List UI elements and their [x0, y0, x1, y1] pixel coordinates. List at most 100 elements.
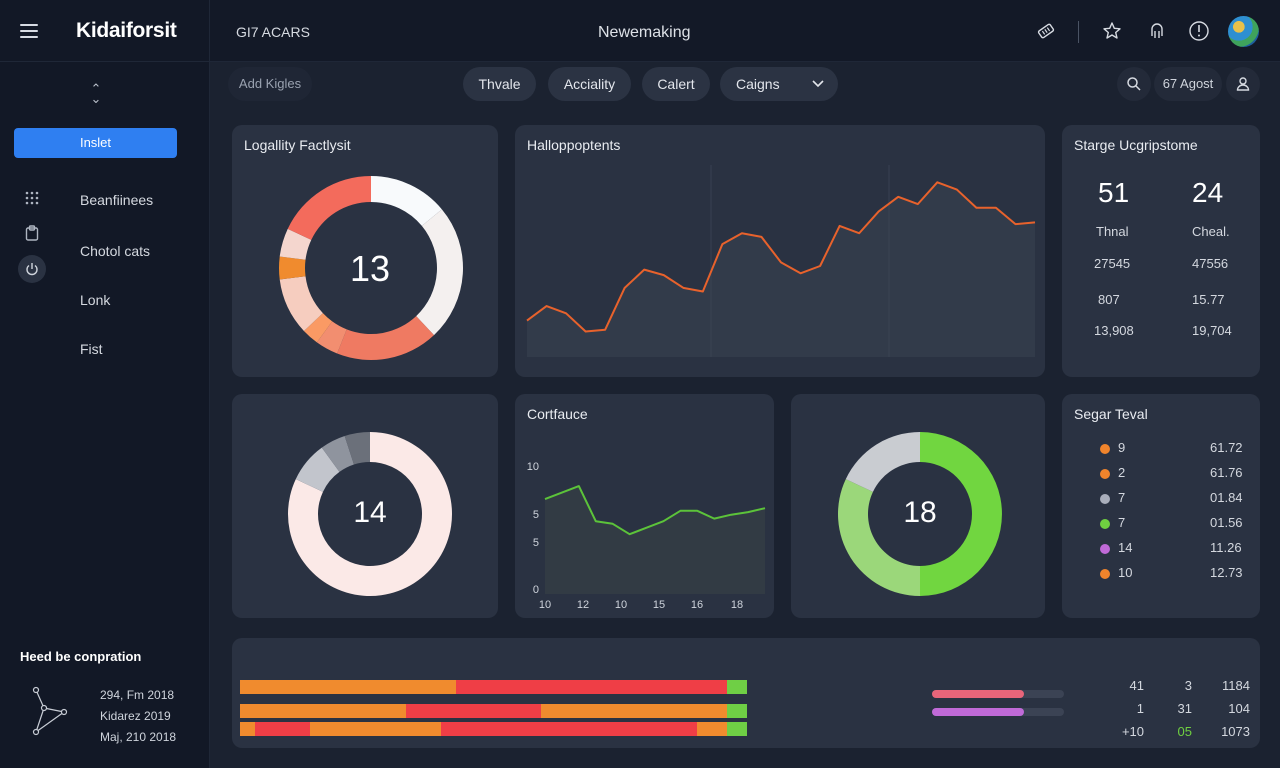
- donut-slice: [838, 479, 920, 596]
- y-tick-label: 0: [533, 584, 539, 596]
- x-tick-label: 10: [615, 599, 627, 611]
- legend-label: 7: [1118, 515, 1126, 530]
- donut-slice: [295, 447, 340, 492]
- network-graph-icon: [32, 686, 68, 736]
- donut-slice: [344, 432, 370, 465]
- app-logo[interactable]: Kidaiforsit: [76, 18, 177, 42]
- y-tick-label: 5: [533, 509, 539, 521]
- power-icon[interactable]: [18, 255, 46, 283]
- legend-dot: [1100, 494, 1110, 504]
- legend-dot: [1100, 469, 1110, 479]
- donut-slice: [316, 321, 347, 354]
- series-line: [544, 485, 766, 536]
- stat-value: 807: [1098, 292, 1120, 307]
- table-cell: +10: [1121, 724, 1144, 739]
- footer-lines: 294, Fm 2018 Kidarez 2019 Maj, 210 2018: [100, 685, 176, 748]
- legend-card: Segar Teval 9 61.72 2 61.76 7 01.84 7 01.56 14 11…: [1062, 394, 1260, 618]
- donut-card-3: 18: [791, 394, 1045, 618]
- mini-bar-fill: [932, 708, 1025, 716]
- stat-value: 13,908: [1094, 323, 1134, 338]
- legend-value: 01.84: [1210, 490, 1243, 505]
- chevron-down-icon: [812, 67, 824, 101]
- donut-slice: [321, 436, 354, 472]
- line-area: [545, 486, 765, 594]
- table-cell: 1: [1136, 701, 1144, 716]
- card-title: Logallity Factlysit: [244, 137, 351, 153]
- donut-slice: [279, 256, 306, 280]
- card-title: Segar Teval: [1074, 406, 1148, 422]
- donut-center-value: 18: [903, 496, 937, 529]
- donut-slice: [279, 276, 323, 331]
- primary-action-button[interactable]: Inslet: [14, 128, 177, 158]
- stacked-bar: [240, 680, 747, 694]
- stat-value: 47556: [1192, 256, 1229, 271]
- grid-icon[interactable]: [20, 186, 44, 210]
- donut-slice: [845, 432, 920, 492]
- donut-chart-1: [279, 176, 463, 360]
- footer-line: Kidarez 2019: [100, 709, 171, 723]
- sidebar-item-2[interactable]: Chotol cats: [80, 243, 151, 259]
- sidebar-header: Kidaiforsit: [0, 0, 209, 62]
- legend-row: 2 61.76: [1100, 465, 1260, 483]
- alert-icon[interactable]: [1187, 19, 1211, 43]
- sort-icon[interactable]: ⌃ ⌄: [90, 81, 102, 106]
- donut-slice: [279, 228, 312, 260]
- donut-chart-3: [838, 432, 1002, 596]
- star-icon[interactable]: [1100, 19, 1124, 43]
- legend-value: 11.26: [1210, 540, 1242, 555]
- date-selector[interactable]: 67 Agost: [1154, 67, 1222, 101]
- sidebar-item-4[interactable]: Fist: [80, 341, 103, 357]
- bar-segment: [726, 722, 747, 736]
- bar-segment: [440, 722, 697, 736]
- stacked-bar: [240, 722, 747, 736]
- hamburger-menu-icon[interactable]: [20, 23, 38, 38]
- filter-pill-2[interactable]: Acciality: [548, 67, 631, 101]
- sidebar-item-1[interactable]: Beanfiinees: [80, 192, 154, 208]
- table-cell: 3: [1184, 678, 1192, 693]
- clipboard-icon[interactable]: [20, 221, 44, 245]
- donut-slice: [288, 432, 452, 596]
- legend-dot: [1100, 569, 1110, 579]
- x-tick-label: 18: [731, 599, 743, 611]
- bar-segment: [240, 680, 456, 694]
- top-bar: GI7 ACARS Newemaking: [210, 0, 1280, 62]
- x-tick-label: 10: [539, 599, 551, 611]
- table-cell: 1073: [1221, 724, 1250, 739]
- ticket-icon[interactable]: [1034, 19, 1058, 43]
- add-filter-button[interactable]: Add Kigles: [228, 67, 312, 101]
- table-cell: 41: [1129, 678, 1144, 693]
- table-cell: 05: [1177, 724, 1192, 739]
- legend-dot: [1100, 444, 1110, 454]
- filter-pill-3[interactable]: Calert: [642, 67, 710, 101]
- donut-card-1: Logallity Factlysit 13: [232, 125, 498, 377]
- header-center-title: Newemaking: [598, 24, 691, 41]
- legend-value: 61.76: [1210, 465, 1243, 480]
- legend-label: 10: [1118, 565, 1133, 580]
- user-icon[interactable]: [1226, 67, 1260, 101]
- filter-dropdown[interactable]: Caigns: [720, 67, 838, 101]
- stat-label-1: Thnal: [1096, 224, 1129, 239]
- donut-center-value: 14: [353, 496, 387, 529]
- search-icon[interactable]: [1117, 67, 1151, 101]
- legend-row: 9 61.72: [1100, 440, 1260, 458]
- x-tick-label: 15: [653, 599, 665, 611]
- stat-big-1: 51: [1098, 177, 1130, 208]
- bar-segment: [541, 704, 727, 718]
- bell-icon[interactable]: [1145, 19, 1169, 43]
- bar-segment: [455, 680, 727, 694]
- footer-line: Maj, 210 2018: [100, 730, 177, 744]
- bar-segment: [240, 704, 406, 718]
- bar-segment: [255, 722, 311, 736]
- card-title: Halloppoptents: [527, 137, 621, 153]
- sidebar-item-3[interactable]: Lonk: [80, 292, 111, 308]
- divider: [1078, 21, 1079, 43]
- table-cell: 104: [1228, 701, 1250, 716]
- header-left-title: GI7 ACARS: [236, 24, 310, 40]
- y-tick-label: 5: [533, 537, 539, 549]
- bar-segment: [240, 722, 256, 736]
- user-avatar[interactable]: [1228, 16, 1259, 47]
- stat-value: 15.77: [1192, 292, 1225, 307]
- legend-row: 14 11.26: [1100, 540, 1260, 558]
- filter-pill-1[interactable]: Thvale: [463, 67, 536, 101]
- legend-value: 61.72: [1210, 440, 1243, 455]
